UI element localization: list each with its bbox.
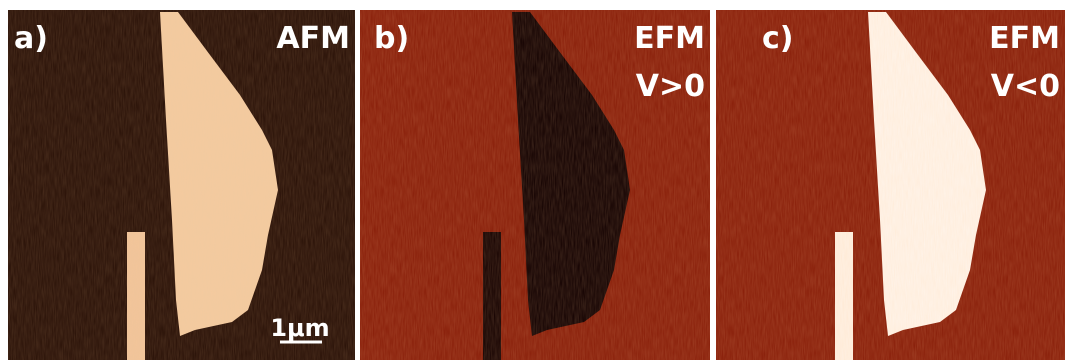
figure: a) AFM 1μm b) EFM V>0 c) EFM V<0 (0, 0, 1065, 360)
texture (716, 10, 1065, 360)
panel-b: b) EFM V>0 (360, 10, 710, 360)
panel-subtitle: V>0 (636, 69, 705, 104)
panel-c: c) EFM V<0 (716, 10, 1065, 360)
panel-title: EFM (989, 21, 1060, 56)
panel-label: b) (374, 21, 409, 56)
panel-label: a) (14, 21, 48, 56)
panel-subtitle: V<0 (991, 69, 1060, 104)
panel-title: EFM (634, 21, 705, 56)
texture (8, 10, 355, 360)
scale-label: 1μm (270, 314, 329, 342)
texture (360, 10, 710, 360)
panel-a: a) AFM 1μm (8, 10, 355, 360)
panel-label: c) (762, 21, 794, 56)
panel-title: AFM (276, 21, 350, 56)
